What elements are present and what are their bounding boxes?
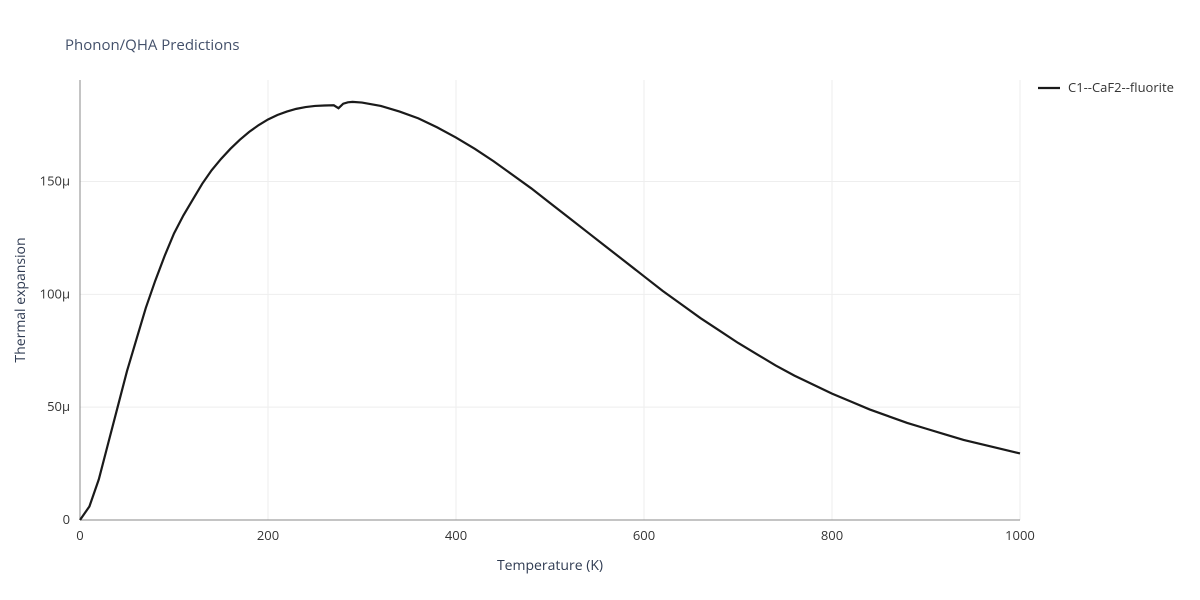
y-tick-label: 0 bbox=[63, 510, 70, 528]
x-axis-title: Temperature (K) bbox=[497, 556, 603, 575]
y-tick-label: 150μ bbox=[40, 172, 70, 190]
x-tick-label: 400 bbox=[445, 526, 467, 544]
chart-svg: 0 200 400 600 800 1000 0 50μ 100μ 150μ Temperatu… bbox=[0, 0, 1200, 600]
series-line bbox=[80, 102, 1020, 520]
chart-container: { "chart": { "type": "line", "title": "P… bbox=[0, 0, 1200, 600]
x-tick-label: 1000 bbox=[1005, 526, 1035, 544]
y-axis-title: Thermal expansion bbox=[11, 237, 30, 362]
y-tick-label: 50μ bbox=[47, 397, 70, 415]
x-tick-label: 200 bbox=[257, 526, 279, 544]
legend-label[interactable]: C1--CaF2--fluorite bbox=[1068, 78, 1174, 96]
x-tick-label: 0 bbox=[76, 526, 83, 544]
x-tick-label: 800 bbox=[821, 526, 843, 544]
y-tick-label: 100μ bbox=[40, 284, 70, 302]
x-tick-label: 600 bbox=[633, 526, 655, 544]
